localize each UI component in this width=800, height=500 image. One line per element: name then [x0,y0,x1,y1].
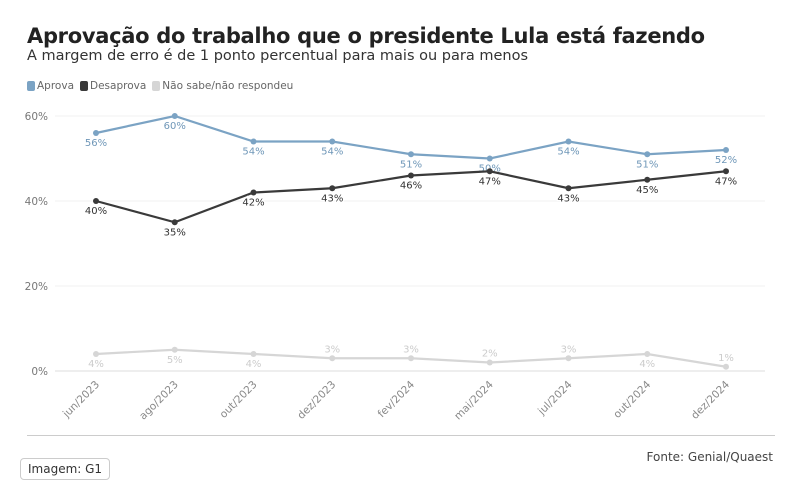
data-label: 46% [400,181,422,192]
data-point [565,185,572,192]
data-label: 52% [715,155,737,166]
data-label: 42% [242,198,264,209]
data-point [250,351,257,357]
data-point [329,138,336,145]
data-label: 2% [482,349,498,360]
data-point [408,355,414,362]
x-tick-label: mai/2024 [452,378,496,422]
chart-title: Aprovação do trabalho que o presidente L… [27,24,705,48]
data-point [644,176,651,183]
data-label: 3% [403,344,419,355]
y-tick-label: 60% [25,111,48,123]
legend: Aprova Desaprova Não sabe/não respondeu [27,80,293,92]
data-label: 4% [246,359,262,370]
data-label: 54% [557,147,579,158]
data-label: 43% [321,193,343,204]
data-point [486,168,493,175]
data-label: 47% [479,176,501,187]
data-label: 51% [400,159,422,170]
legend-swatch [80,81,89,91]
x-tick-label: ago/2023 [137,379,181,423]
source-note: Fonte: Genial/Quaest [646,450,773,464]
data-point [644,351,651,357]
data-label: 3% [561,344,577,355]
data-point [723,168,729,175]
legend-item-aprova[interactable]: Aprova [27,80,74,92]
data-point [93,351,99,357]
legend-swatch [152,81,161,91]
data-point [171,346,178,353]
x-tick-label: out/2024 [611,378,653,420]
data-point [93,198,99,204]
data-point [329,185,336,192]
data-label: 4% [88,359,104,370]
x-tick-label: dez/2023 [295,379,338,422]
line-chart: 0% 20% 40% 60% jun/2023 ago/2023 out/2023 dez/2… [25,111,765,423]
data-point [565,355,572,362]
data-point [486,155,493,162]
data-label: 5% [167,355,183,366]
legend-item-desaprova[interactable]: Desaprova [80,80,146,92]
data-label: 4% [639,359,655,370]
data-point [565,138,572,145]
data-label: 54% [321,147,343,158]
data-point [250,189,257,196]
image-credit: Imagem: G1 [20,458,111,480]
data-label: 60% [164,121,186,132]
data-label: 3% [324,344,340,355]
data-point [171,113,178,119]
x-tick-label: dez/2024 [689,378,732,421]
data-point [329,355,336,362]
legend-item-nao-sabe[interactable]: Não sabe/não respondeu [152,80,293,92]
data-label: 47% [715,176,737,187]
y-tick-label: 0% [31,366,48,378]
chart-subtitle: A margem de erro é de 1 ponto percentual… [27,48,528,64]
data-point [644,151,651,158]
data-label: 54% [242,147,264,158]
legend-swatch [27,81,35,91]
data-point [250,138,257,145]
x-tick-label: fev/2024 [376,378,418,420]
data-point [93,130,99,136]
legend-label: Aprova [37,80,75,92]
data-point [723,147,729,153]
data-label: 1% [718,353,734,364]
data-point [408,172,414,179]
data-label: 43% [557,193,579,204]
data-point [408,151,414,158]
x-tick-label: jun/2023 [60,379,102,421]
data-label: 51% [636,159,658,170]
divider [27,435,775,436]
data-point [171,219,178,226]
y-tick-label: 20% [25,281,48,293]
x-tick-label: out/2023 [218,379,260,421]
series-line [95,170,727,224]
data-point [723,363,729,370]
legend-label: Desaprova [90,80,147,92]
x-tick-label: jul/2024 [535,378,575,418]
data-label: 40% [85,206,107,217]
data-label: 35% [164,227,186,238]
data-label: 45% [636,185,658,196]
data-point [486,359,493,366]
y-tick-label: 40% [25,196,48,208]
data-label: 56% [85,138,107,149]
legend-label: Não sabe/não respondeu [162,80,294,92]
